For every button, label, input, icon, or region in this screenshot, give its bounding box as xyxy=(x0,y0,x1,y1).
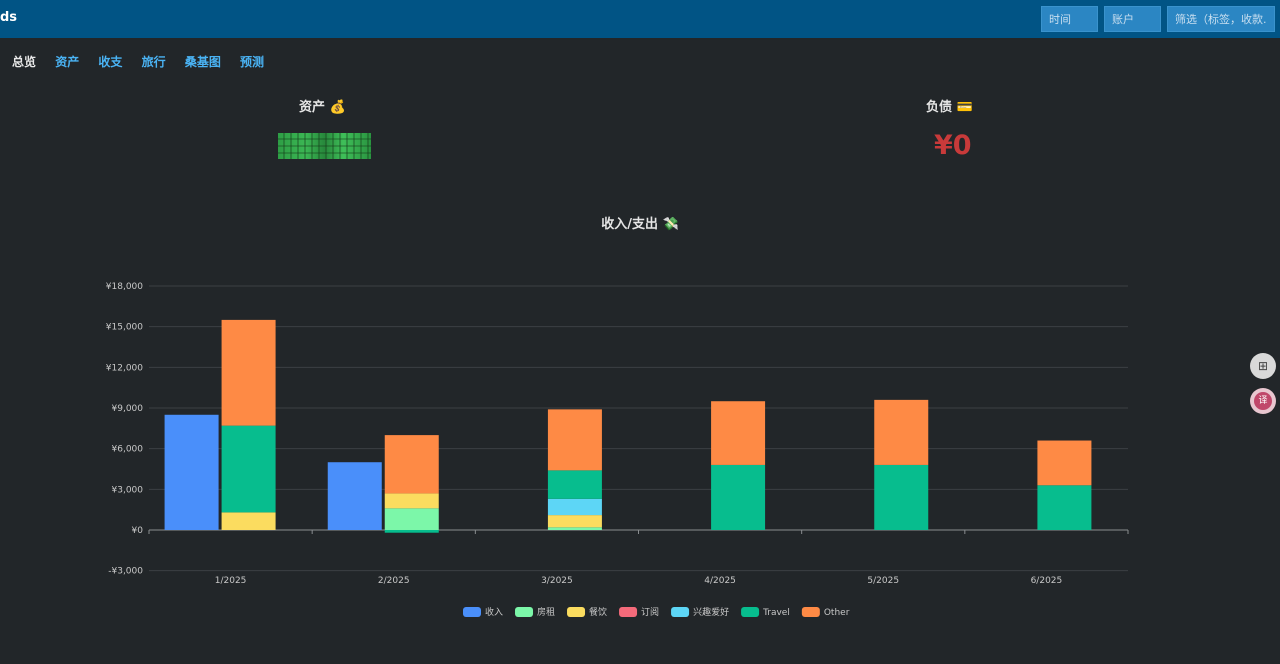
money-wings-icon: 💸 xyxy=(662,217,679,232)
bar-income xyxy=(164,414,219,530)
account-filter-input[interactable] xyxy=(1104,6,1161,32)
legend-swatch xyxy=(515,607,534,617)
y-tick-label: ¥12,000 xyxy=(106,363,143,373)
bar-income xyxy=(327,462,382,530)
legend-label: 餐饮 xyxy=(589,606,607,618)
x-tick-label: 5/2025 xyxy=(867,576,899,586)
y-tick-label: ¥0 xyxy=(132,526,144,536)
x-tick-label: 3/2025 xyxy=(541,576,573,586)
chart-title: 收入/支出 💸 xyxy=(0,213,1280,232)
bar-expense-segment xyxy=(874,399,929,465)
legend-swatch xyxy=(619,607,638,617)
y-tick-label: ¥9,000 xyxy=(112,404,144,414)
nav-income-expense[interactable]: 收支 xyxy=(98,55,123,69)
bar-expense-segment xyxy=(547,498,602,516)
bar-expense-segment xyxy=(547,470,602,499)
apps-icon[interactable]: ⊞ xyxy=(1250,353,1276,379)
app-brand: ds xyxy=(0,10,18,25)
bar-expense-segment xyxy=(711,401,766,465)
bar-expense-segment xyxy=(547,527,602,530)
x-tick-label: 6/2025 xyxy=(1031,576,1063,586)
legend-label: 房租 xyxy=(537,606,555,618)
legend-label: 订阅 xyxy=(641,607,659,618)
main-nav: 总览 资产 收支 旅行 桑基图 预测 xyxy=(12,53,279,70)
legend-swatch xyxy=(741,607,760,617)
time-filter-input[interactable] xyxy=(1041,6,1098,32)
y-tick-label: -¥3,000 xyxy=(108,567,143,577)
bar-expense-segment xyxy=(221,425,276,513)
y-tick-label: ¥3,000 xyxy=(112,485,144,495)
liabilities-title: 负债 💳 xyxy=(926,96,973,115)
bar-expense-segment xyxy=(221,512,276,530)
legend-swatch xyxy=(801,607,820,617)
nav-assets[interactable]: 资产 xyxy=(55,55,80,69)
x-tick-label: 1/2025 xyxy=(215,576,247,586)
bar-expense-segment xyxy=(1037,485,1092,530)
bar-expense-segment xyxy=(547,409,602,471)
legend-label: 兴趣爱好 xyxy=(693,606,729,618)
legend-swatch xyxy=(671,607,690,617)
bar-expense-segment xyxy=(1037,440,1092,486)
y-tick-label: ¥18,000 xyxy=(106,282,143,292)
top-bar: ds xyxy=(0,0,1280,38)
x-tick-label: 2/2025 xyxy=(378,576,410,586)
bar-expense-negative xyxy=(384,530,439,533)
tag-filter-input[interactable] xyxy=(1167,6,1275,32)
nav-overview[interactable]: 总览 xyxy=(12,55,37,69)
legend-swatch xyxy=(463,607,481,617)
assets-title: 资产 💰 xyxy=(299,96,346,115)
x-tick-label: 4/2025 xyxy=(704,576,736,586)
chart-title-text: 收入/支出 xyxy=(601,217,659,232)
legend-label: 收入 xyxy=(485,606,503,618)
translate-icon[interactable]: 译 xyxy=(1250,388,1276,414)
assets-title-text: 资产 xyxy=(299,100,326,115)
nav-sankey[interactable]: 桑基图 xyxy=(184,55,221,69)
legend-label: Other xyxy=(824,608,850,618)
legend-swatch xyxy=(567,607,586,617)
nav-travel[interactable]: 旅行 xyxy=(141,55,166,69)
liabilities-value: ¥0 xyxy=(934,130,972,161)
liabilities-title-text: 负债 xyxy=(926,100,953,115)
bar-expense-segment xyxy=(874,464,929,530)
bar-expense-segment xyxy=(384,435,439,494)
nav-forecast[interactable]: 预测 xyxy=(240,55,265,69)
bar-expense-segment xyxy=(547,515,602,528)
bar-expense-segment xyxy=(384,493,439,509)
bar-expense-segment xyxy=(221,319,276,426)
credit-card-icon: 💳 xyxy=(956,100,973,115)
bar-expense-segment xyxy=(711,464,766,530)
y-tick-label: ¥6,000 xyxy=(112,445,144,455)
legend-label: Travel xyxy=(762,608,790,618)
bar-expense-segment xyxy=(384,508,439,530)
assets-value-obscured xyxy=(278,133,371,159)
money-bag-icon: 💰 xyxy=(329,100,346,115)
y-tick-label: ¥15,000 xyxy=(106,323,143,333)
